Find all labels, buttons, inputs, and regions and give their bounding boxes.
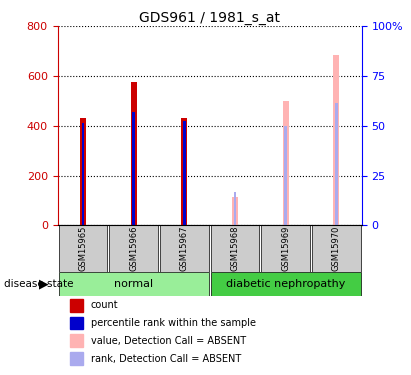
Bar [210,225,259,272]
Bar [70,334,83,347]
Bar [70,316,83,330]
Bar [80,118,86,225]
Bar [232,197,238,225]
Bar [82,123,84,225]
Bar [283,101,289,225]
Text: normal: normal [114,279,153,289]
Bar [70,352,83,365]
Text: diabetic nephropathy: diabetic nephropathy [226,279,345,289]
Text: disease state: disease state [4,279,74,289]
Bar [284,126,287,225]
Bar [312,225,361,272]
Text: GSM15970: GSM15970 [332,226,341,271]
Text: GSM15969: GSM15969 [281,226,290,271]
Text: GSM15967: GSM15967 [180,226,189,271]
Bar [210,272,361,296]
Text: rank, Detection Call = ABSENT: rank, Detection Call = ABSENT [91,354,241,364]
Bar [132,112,135,225]
Text: ▶: ▶ [39,278,48,291]
Bar [70,299,83,312]
Bar [183,121,185,225]
Text: GSM15968: GSM15968 [231,226,240,271]
Text: GSM15965: GSM15965 [79,226,88,271]
Bar [234,192,236,225]
Bar [333,55,339,225]
Text: count: count [91,300,119,310]
Bar [181,118,187,225]
Bar [131,82,136,225]
Title: GDS961 / 1981_s_at: GDS961 / 1981_s_at [139,11,280,25]
Text: percentile rank within the sample: percentile rank within the sample [91,318,256,328]
Bar [335,104,337,225]
Bar [261,225,310,272]
Text: GSM15966: GSM15966 [129,226,138,271]
Bar [109,225,158,272]
Bar [58,272,209,296]
Bar [160,225,209,272]
Bar [58,225,107,272]
Text: value, Detection Call = ABSENT: value, Detection Call = ABSENT [91,336,246,346]
